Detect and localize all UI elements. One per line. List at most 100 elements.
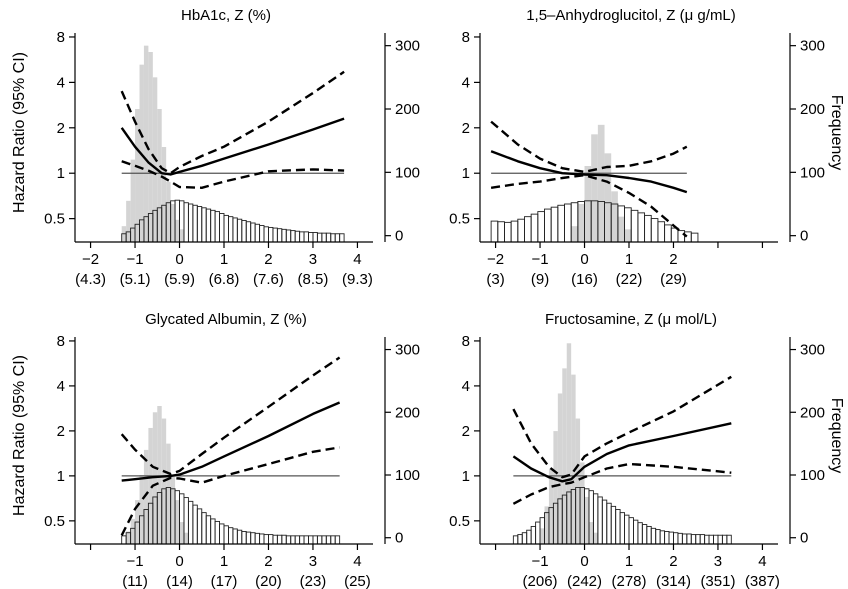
histogram-outline-bar bbox=[308, 232, 314, 243]
histogram-outline-bar bbox=[245, 221, 252, 243]
x-tick-label: 2 bbox=[264, 251, 272, 268]
histogram-gray-bar bbox=[170, 204, 176, 242]
histogram-outline-bar bbox=[241, 220, 247, 243]
histogram-gray-bar bbox=[624, 229, 632, 242]
histogram-outline-bar bbox=[281, 228, 287, 243]
histogram-outline-bar bbox=[644, 214, 652, 243]
x-tick-label: 1 bbox=[625, 553, 633, 570]
x-tick-label-secondary: (17) bbox=[211, 573, 238, 589]
histogram-gray-bar bbox=[562, 368, 567, 544]
y2-tick-label: 100 bbox=[395, 467, 420, 484]
histogram-outline-bar bbox=[316, 232, 323, 243]
y-tick-label: 0.5 bbox=[449, 211, 470, 228]
histogram-outline-bar bbox=[641, 524, 648, 545]
y-tick-label: 0.5 bbox=[44, 211, 65, 228]
histogram-outline-bar bbox=[219, 213, 225, 243]
histogram-outline-bar bbox=[236, 529, 243, 545]
x-tick-label: −2 bbox=[487, 251, 504, 268]
histogram-outline-bar bbox=[521, 532, 528, 545]
chart-panel-3: 0.5 1 2 4 8 0 100 200 300 −1 (11) 0 (14) 1 (17) 2 (20) 3 (… bbox=[11, 311, 420, 589]
histogram-outline-bar bbox=[537, 211, 545, 243]
x-tick-label: 0 bbox=[175, 553, 183, 570]
y2-tick-label: 0 bbox=[395, 530, 403, 547]
x-tick-label-secondary: (3) bbox=[486, 271, 504, 288]
chart-panel-4: 0.5 1 2 4 8 0 100 200 300 −1 (206) 0 (242) 1 (278) 2 (31… bbox=[449, 311, 845, 589]
y2-tick-label: 200 bbox=[800, 101, 825, 118]
histogram-outline-bar bbox=[290, 230, 296, 243]
histogram-outline-bar bbox=[272, 534, 278, 545]
histogram-outline-bar bbox=[223, 525, 229, 545]
chart-title: Glycated Albumin, Z (%) bbox=[145, 311, 307, 328]
histogram-gray-bar bbox=[157, 109, 162, 242]
histogram-gray-bar bbox=[175, 219, 180, 242]
x-tick-label: 3 bbox=[714, 553, 722, 570]
histogram-outline-bar bbox=[294, 230, 301, 243]
histogram-gray-bar bbox=[553, 431, 558, 544]
histogram-outline-bar bbox=[250, 532, 256, 545]
histogram-outline-bar bbox=[650, 218, 659, 243]
y2-tick-label: 300 bbox=[395, 342, 420, 359]
y-tick-label: 8 bbox=[57, 333, 65, 350]
y-tick-label: 0.5 bbox=[449, 513, 470, 530]
histogram-outline-bar bbox=[708, 534, 714, 545]
chart-panel-2: 0.5 1 2 4 8 0 100 200 300 −2 (3) −1 (9) 0 (16) 1 (22) 2 (2… bbox=[449, 7, 845, 288]
histogram-outline-bar bbox=[325, 535, 332, 545]
histogram-outline-bar bbox=[183, 202, 189, 243]
histogram-outline-bar bbox=[721, 534, 728, 545]
x-tick-label: −1 bbox=[126, 251, 143, 268]
x-tick-label: 0 bbox=[580, 553, 588, 570]
histogram-outline-bar bbox=[214, 211, 221, 243]
histogram-outline-bar bbox=[236, 218, 243, 243]
histogram-outline-bar bbox=[673, 532, 679, 545]
histogram-outline-bar bbox=[650, 527, 657, 545]
histogram-outline-bar bbox=[655, 529, 661, 545]
histogram-outline-bar bbox=[285, 535, 292, 545]
histogram-outline-bar bbox=[321, 535, 327, 545]
x-tick-label: −2 bbox=[82, 251, 99, 268]
histogram-outline-bar bbox=[205, 208, 212, 243]
x-tick-label-secondary: (14) bbox=[166, 573, 193, 589]
y-tick-label: 1 bbox=[462, 468, 470, 485]
x-tick-label-secondary: (8.5) bbox=[298, 271, 329, 288]
histogram-outline-bar bbox=[321, 232, 327, 243]
histogram-outline-bar bbox=[276, 228, 283, 243]
histogram-outline-bar bbox=[490, 220, 499, 243]
x-tick-label-secondary: (242) bbox=[567, 573, 602, 589]
histogram-outline-bar bbox=[713, 534, 719, 545]
histogram-gray-bar bbox=[557, 393, 563, 544]
histogram-outline-bar bbox=[303, 231, 309, 243]
histogram-outline-bar bbox=[664, 531, 670, 545]
histogram-gray-bar bbox=[584, 496, 589, 544]
histogram-outline-bar bbox=[704, 534, 710, 545]
histogram-outline-bar bbox=[726, 534, 732, 545]
x-tick-label: −1 bbox=[126, 553, 143, 570]
histogram-outline-bar bbox=[196, 206, 203, 243]
histogram-outline-bar bbox=[281, 534, 287, 545]
histogram-outline-bar bbox=[201, 512, 207, 545]
histogram-outline-bar bbox=[690, 534, 697, 545]
histogram-outline-bar bbox=[517, 218, 525, 243]
histogram-outline-bar bbox=[637, 212, 646, 243]
histogram-outline-bar bbox=[659, 530, 666, 545]
histogram-outline-bar bbox=[268, 226, 274, 243]
x-tick-label-secondary: (9) bbox=[531, 271, 549, 288]
y-tick-label: 2 bbox=[462, 423, 470, 440]
histogram-outline-bar bbox=[628, 517, 634, 545]
histogram-outline-bar bbox=[223, 214, 229, 243]
y-tick-label: 2 bbox=[57, 120, 65, 137]
histogram-outline-bar bbox=[601, 499, 608, 545]
y2-tick-label: 300 bbox=[395, 38, 420, 55]
histogram-gray-bar bbox=[597, 124, 605, 242]
chart-title: HbA1c, Z (%) bbox=[181, 7, 271, 24]
histogram-outline-bar bbox=[637, 522, 643, 545]
histogram-outline-bar bbox=[285, 229, 292, 243]
series-upper-ci bbox=[120, 356, 341, 476]
histogram-outline-bar bbox=[597, 496, 603, 545]
y2-tick-label: 100 bbox=[800, 467, 825, 484]
histogram-gray-bar bbox=[584, 166, 592, 242]
histogram-gray-bar bbox=[148, 52, 153, 242]
histogram-outline-bar bbox=[334, 535, 341, 545]
histogram-gray-bar bbox=[157, 406, 162, 544]
y2-tick-label: 0 bbox=[395, 228, 403, 245]
